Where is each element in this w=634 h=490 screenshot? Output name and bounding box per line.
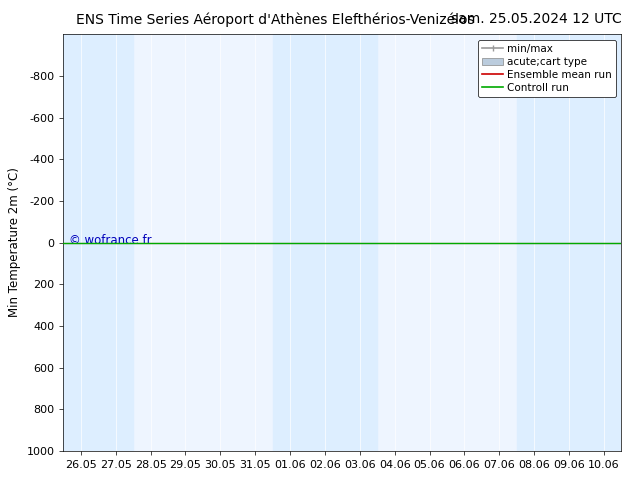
Text: ENS Time Series Aéroport d'Athènes Elefthérios-Venizélos: ENS Time Series Aéroport d'Athènes Eleft… xyxy=(76,12,475,27)
Bar xyxy=(63,34,133,451)
Legend: min/max, acute;cart type, Ensemble mean run, Controll run: min/max, acute;cart type, Ensemble mean … xyxy=(478,40,616,97)
Bar xyxy=(273,34,377,451)
Bar xyxy=(517,34,621,451)
Text: sam. 25.05.2024 12 UTC: sam. 25.05.2024 12 UTC xyxy=(451,12,621,26)
Text: © wofrance.fr: © wofrance.fr xyxy=(69,234,152,247)
Y-axis label: Min Temperature 2m (°C): Min Temperature 2m (°C) xyxy=(8,168,21,318)
